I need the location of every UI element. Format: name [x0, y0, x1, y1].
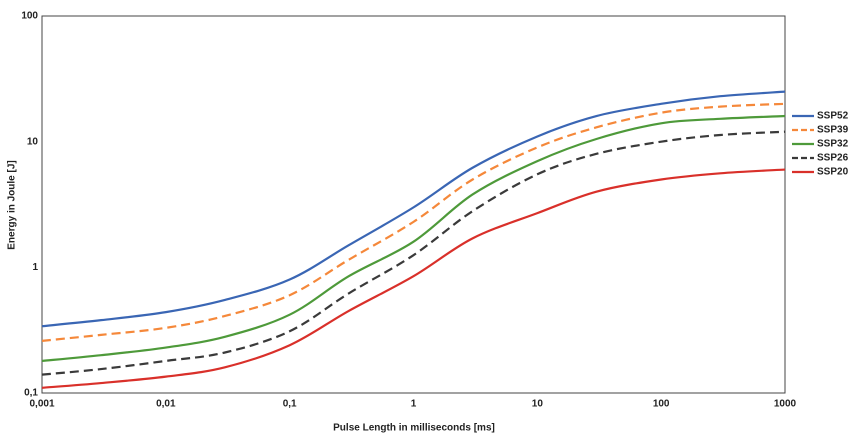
x-tick-label: 1 [411, 399, 417, 410]
series-line [41, 90, 786, 328]
x-tick-label: 10 [532, 399, 544, 410]
legend-label: SSP39 [817, 125, 849, 136]
legend-label: SSP32 [817, 139, 849, 150]
y-tick-label: 1 [32, 262, 38, 273]
x-tick-label: 0,01 [156, 399, 176, 410]
x-axis-label: Pulse Length in milliseconds [ms] [333, 423, 495, 434]
x-tick-label: 1000 [774, 399, 797, 410]
y-tick-label: 0,1 [24, 388, 38, 399]
legend-label: SSP52 [817, 111, 849, 122]
legend-label: SSP20 [817, 167, 849, 178]
plot-frame [41, 15, 786, 394]
y-tick-label: 100 [21, 11, 38, 22]
x-tick-label: 0,1 [283, 399, 297, 410]
x-tick-label: 100 [653, 399, 670, 410]
x-tick-label: 0,001 [29, 399, 54, 410]
series-line [41, 102, 786, 342]
y-axis-label: Energy in Joule [J] [7, 160, 18, 249]
series-line [41, 130, 786, 376]
series-line [41, 114, 786, 363]
series-line [41, 168, 786, 389]
y-tick-label: 10 [27, 136, 39, 147]
legend-label: SSP26 [817, 153, 849, 164]
